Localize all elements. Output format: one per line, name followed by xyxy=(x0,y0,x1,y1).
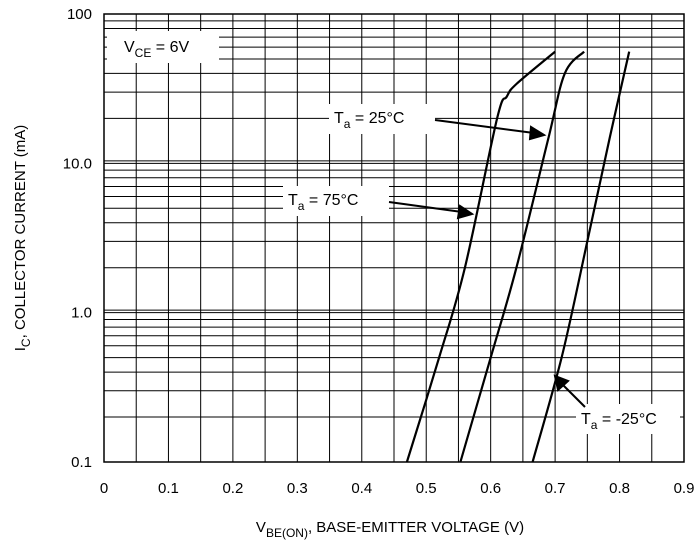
x-tick-label: 0.8 xyxy=(609,480,630,497)
condition-label-main: V xyxy=(124,39,135,56)
series-label-25-main: T xyxy=(334,110,344,127)
curves xyxy=(405,50,631,463)
series-label-m25-sub: a xyxy=(591,418,598,432)
series-label-75-main: T xyxy=(288,192,298,209)
y-axis-label-sub: C xyxy=(19,338,33,347)
series-line-m25c xyxy=(531,51,631,463)
x-tick-label: 0 xyxy=(100,480,108,497)
condition-label-bg xyxy=(107,31,219,63)
x-tick-label: 0.1 xyxy=(158,480,179,497)
arrow-m25-line xyxy=(561,383,586,408)
y-tick-label: 0.1 xyxy=(71,454,92,471)
x-axis-label: VBE(ON), BASE-EMITTER VOLTAGE (V) xyxy=(256,519,524,540)
y-axis-label-rest: , COLLECTOR CURRENT (mA) xyxy=(12,125,29,339)
condition-label-sub: CE xyxy=(135,46,152,60)
y-axis-label: IC, COLLECTOR CURRENT (mA) xyxy=(12,125,33,351)
series-label-25-rest: = 25°C xyxy=(350,110,404,127)
series-label-m25-bg xyxy=(576,404,680,434)
tick-labels: 0 0.1 0.2 0.3 0.4 0.5 0.6 0.7 0.8 0.9 0.1 1.0 10.0 10… xyxy=(63,6,695,497)
series-label-75: Ta = 75°C xyxy=(283,186,389,216)
arrow-25-head xyxy=(528,125,547,141)
series-label-25-sub: a xyxy=(344,117,351,131)
arrow-25-line xyxy=(434,119,535,134)
y-tick-label: 10.0 xyxy=(63,155,92,172)
series-label-m25-main: T xyxy=(581,411,591,428)
y-tick-label: 100 xyxy=(67,6,92,23)
annotation-arrows xyxy=(388,119,586,408)
x-axis-label-rest: , BASE-EMITTER VOLTAGE (V) xyxy=(308,519,524,536)
x-axis-label-sub: BE(ON) xyxy=(266,526,308,540)
series-label-75-bg xyxy=(283,186,389,216)
series-label-m25: Ta = -25°C xyxy=(576,404,680,434)
svg-text:Ta = -25°C: Ta = -25°C xyxy=(581,411,657,432)
arrow-m25-head xyxy=(553,374,570,392)
y-axis-label-main: I xyxy=(12,347,29,351)
grid xyxy=(104,14,684,462)
x-tick-label: 0.3 xyxy=(287,480,308,497)
x-axis-label-main: V xyxy=(256,519,266,536)
series-line-75c xyxy=(405,50,556,463)
x-tick-label: 0.6 xyxy=(480,480,501,497)
svg-text:VCE = 6V: VCE = 6V xyxy=(124,39,189,60)
series-label-25-bg xyxy=(329,104,435,134)
x-tick-label: 0.4 xyxy=(351,480,372,497)
x-tick-label: 0.7 xyxy=(545,480,566,497)
series-label-25: Ta = 25°C xyxy=(329,104,435,134)
series-label-75-rest: = 75°C xyxy=(304,192,358,209)
x-tick-label: 0.9 xyxy=(674,480,695,497)
arrow-75-head xyxy=(456,204,475,220)
series-label-75-sub: a xyxy=(298,199,305,213)
arrow-75-line xyxy=(388,201,463,213)
y-tick-label: 1.0 xyxy=(71,305,92,322)
condition-label: VCE = 6V xyxy=(107,31,219,63)
series-line-25c xyxy=(459,50,585,463)
svg-text:Ta = 75°C: Ta = 75°C xyxy=(288,192,358,213)
condition-label-rest: = 6V xyxy=(151,39,189,56)
plot-frame xyxy=(103,13,685,463)
x-tick-label: 0.2 xyxy=(222,480,243,497)
x-tick-label: 0.5 xyxy=(416,480,437,497)
series-label-m25-rest: = -25°C xyxy=(597,411,656,428)
svg-text:Ta = 25°C: Ta = 25°C xyxy=(334,110,404,131)
